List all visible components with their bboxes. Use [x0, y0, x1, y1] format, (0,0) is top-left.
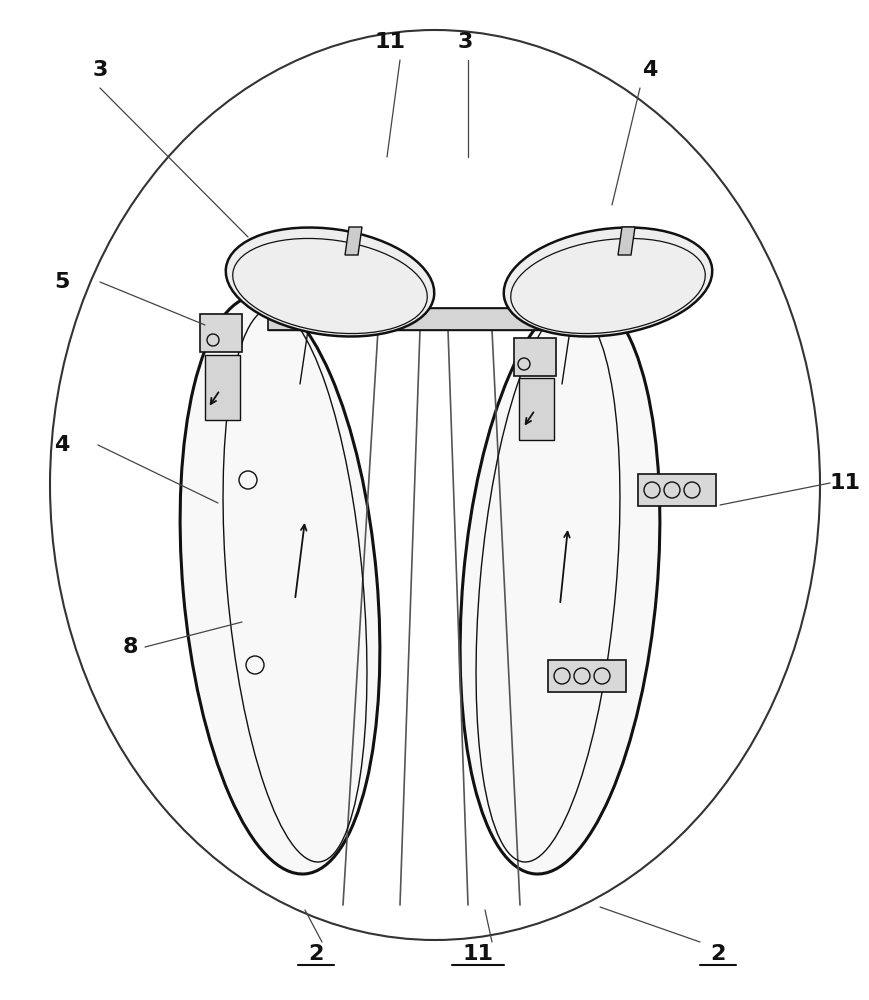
Text: 3: 3 [457, 32, 472, 52]
Text: 2: 2 [308, 944, 323, 964]
Ellipse shape [503, 228, 712, 336]
Ellipse shape [460, 296, 659, 874]
Text: 11: 11 [828, 473, 859, 493]
Bar [200, 314, 242, 352]
Ellipse shape [225, 228, 434, 336]
Ellipse shape [180, 296, 380, 874]
Bar [205, 355, 240, 420]
Bar [637, 474, 715, 506]
Text: 4: 4 [54, 435, 70, 455]
Text: 2: 2 [709, 944, 725, 964]
Text: 11: 11 [462, 944, 493, 964]
Bar [519, 378, 554, 440]
Polygon shape [345, 227, 362, 255]
Polygon shape [617, 227, 634, 255]
Bar [547, 660, 626, 692]
Bar [268, 308, 589, 330]
Text: 5: 5 [54, 272, 70, 292]
Text: 3: 3 [92, 60, 108, 80]
Text: 8: 8 [123, 637, 137, 657]
Text: 11: 11 [374, 32, 405, 52]
Text: 4: 4 [641, 60, 657, 80]
Bar [514, 338, 555, 376]
